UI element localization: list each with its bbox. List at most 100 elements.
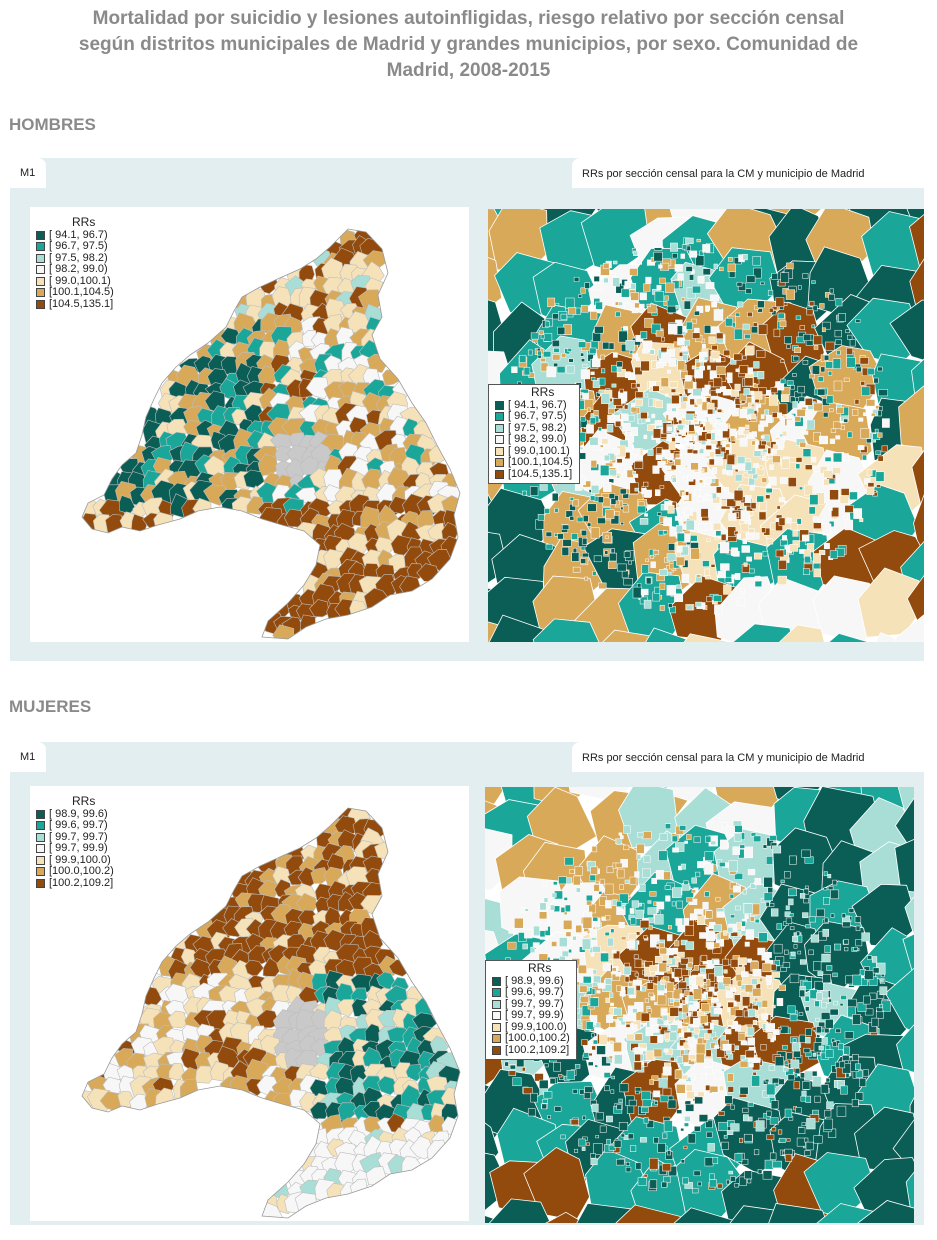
census-section xyxy=(911,450,924,511)
census-section xyxy=(724,1028,732,1035)
census-section xyxy=(799,893,806,899)
census-section xyxy=(857,1002,867,1012)
census-section xyxy=(653,1137,659,1144)
census-section xyxy=(645,276,652,284)
census-section xyxy=(804,1150,811,1156)
census-section xyxy=(539,902,547,911)
census-section xyxy=(714,604,723,615)
census-section xyxy=(601,368,606,374)
census-section xyxy=(813,1135,823,1144)
census-section xyxy=(710,840,717,846)
census-section xyxy=(674,1069,683,1080)
census-section xyxy=(878,389,888,397)
census-section xyxy=(697,495,704,502)
census-section xyxy=(668,603,673,608)
census-section xyxy=(607,937,614,947)
census-section xyxy=(798,1012,804,1016)
census-section xyxy=(677,924,686,933)
census-section xyxy=(723,1134,728,1139)
census-section xyxy=(601,438,609,445)
census-section xyxy=(798,396,805,402)
census-section xyxy=(519,354,527,363)
census-section xyxy=(632,353,639,359)
census-section xyxy=(628,414,635,422)
census-section xyxy=(730,358,737,365)
census-section xyxy=(684,925,694,936)
section-label-hombres: HOMBRES xyxy=(9,115,96,134)
census-section xyxy=(736,281,743,287)
census-section xyxy=(672,887,682,898)
census-section xyxy=(705,455,711,459)
census-section xyxy=(716,486,722,494)
census-section xyxy=(539,911,548,920)
census-section xyxy=(742,996,751,1007)
census-section xyxy=(861,386,871,396)
census-section xyxy=(654,291,665,302)
census-section xyxy=(694,310,700,316)
census-section xyxy=(808,916,816,923)
census-section xyxy=(847,334,853,340)
legend-item: [104.5,135.1] xyxy=(36,298,114,311)
census-section xyxy=(604,454,610,461)
census-section xyxy=(727,927,734,934)
census-section xyxy=(879,978,884,983)
census-section xyxy=(651,1075,659,1081)
census-section xyxy=(879,986,888,995)
census-section xyxy=(691,889,696,894)
census-section xyxy=(858,417,864,422)
panel-subtitle: RRs por sección censal para la CM y muni… xyxy=(572,158,924,188)
census-section xyxy=(541,1103,547,1110)
census-section xyxy=(829,438,836,444)
census-section xyxy=(625,1023,631,1028)
census-section xyxy=(859,357,869,365)
census-section xyxy=(847,431,853,438)
census-section xyxy=(701,387,710,395)
census-section xyxy=(677,360,686,371)
census-section xyxy=(802,273,809,279)
model-tab[interactable]: M1 xyxy=(10,742,46,772)
census-section xyxy=(726,372,733,379)
census-section xyxy=(826,965,833,971)
census-section xyxy=(630,1145,637,1152)
census-section xyxy=(675,918,683,926)
census-section xyxy=(755,1120,765,1132)
census-section xyxy=(663,1048,669,1053)
census-section xyxy=(761,999,768,1008)
census-section xyxy=(644,393,649,398)
census-section xyxy=(572,499,579,507)
legend-item: [ 98.9, 99.6) xyxy=(36,808,114,821)
census-section xyxy=(706,1029,713,1034)
census-section xyxy=(831,507,840,518)
census-section xyxy=(790,414,794,418)
legend-item: [ 94.1, 96.7) xyxy=(36,229,114,242)
census-section xyxy=(774,1056,784,1067)
census-section xyxy=(694,1096,703,1105)
census-section xyxy=(805,1095,812,1103)
census-section xyxy=(638,902,643,907)
census-section xyxy=(534,1073,544,1082)
census-section xyxy=(674,940,680,947)
census-section xyxy=(606,1115,613,1123)
legend-item: [ 99.7, 99.9) xyxy=(492,1009,570,1022)
census-section xyxy=(711,478,716,483)
census-section xyxy=(594,1064,598,1068)
census-section xyxy=(650,941,657,948)
census-section xyxy=(750,883,757,889)
census-section xyxy=(713,263,718,269)
census-section xyxy=(785,1153,793,1162)
census-section xyxy=(562,524,570,530)
census-section xyxy=(662,530,668,535)
census-section xyxy=(728,1170,734,1175)
census-section xyxy=(859,1077,867,1087)
census-section xyxy=(706,538,711,542)
census-section xyxy=(670,1056,675,1062)
legend-swatch xyxy=(36,844,45,854)
census-section xyxy=(746,275,756,283)
census-section xyxy=(776,412,783,419)
model-tab[interactable]: M1 xyxy=(10,158,46,188)
census-section xyxy=(802,981,812,990)
census-section xyxy=(740,523,749,533)
census-section xyxy=(573,875,581,886)
census-section xyxy=(704,863,714,875)
census-section xyxy=(804,398,813,406)
